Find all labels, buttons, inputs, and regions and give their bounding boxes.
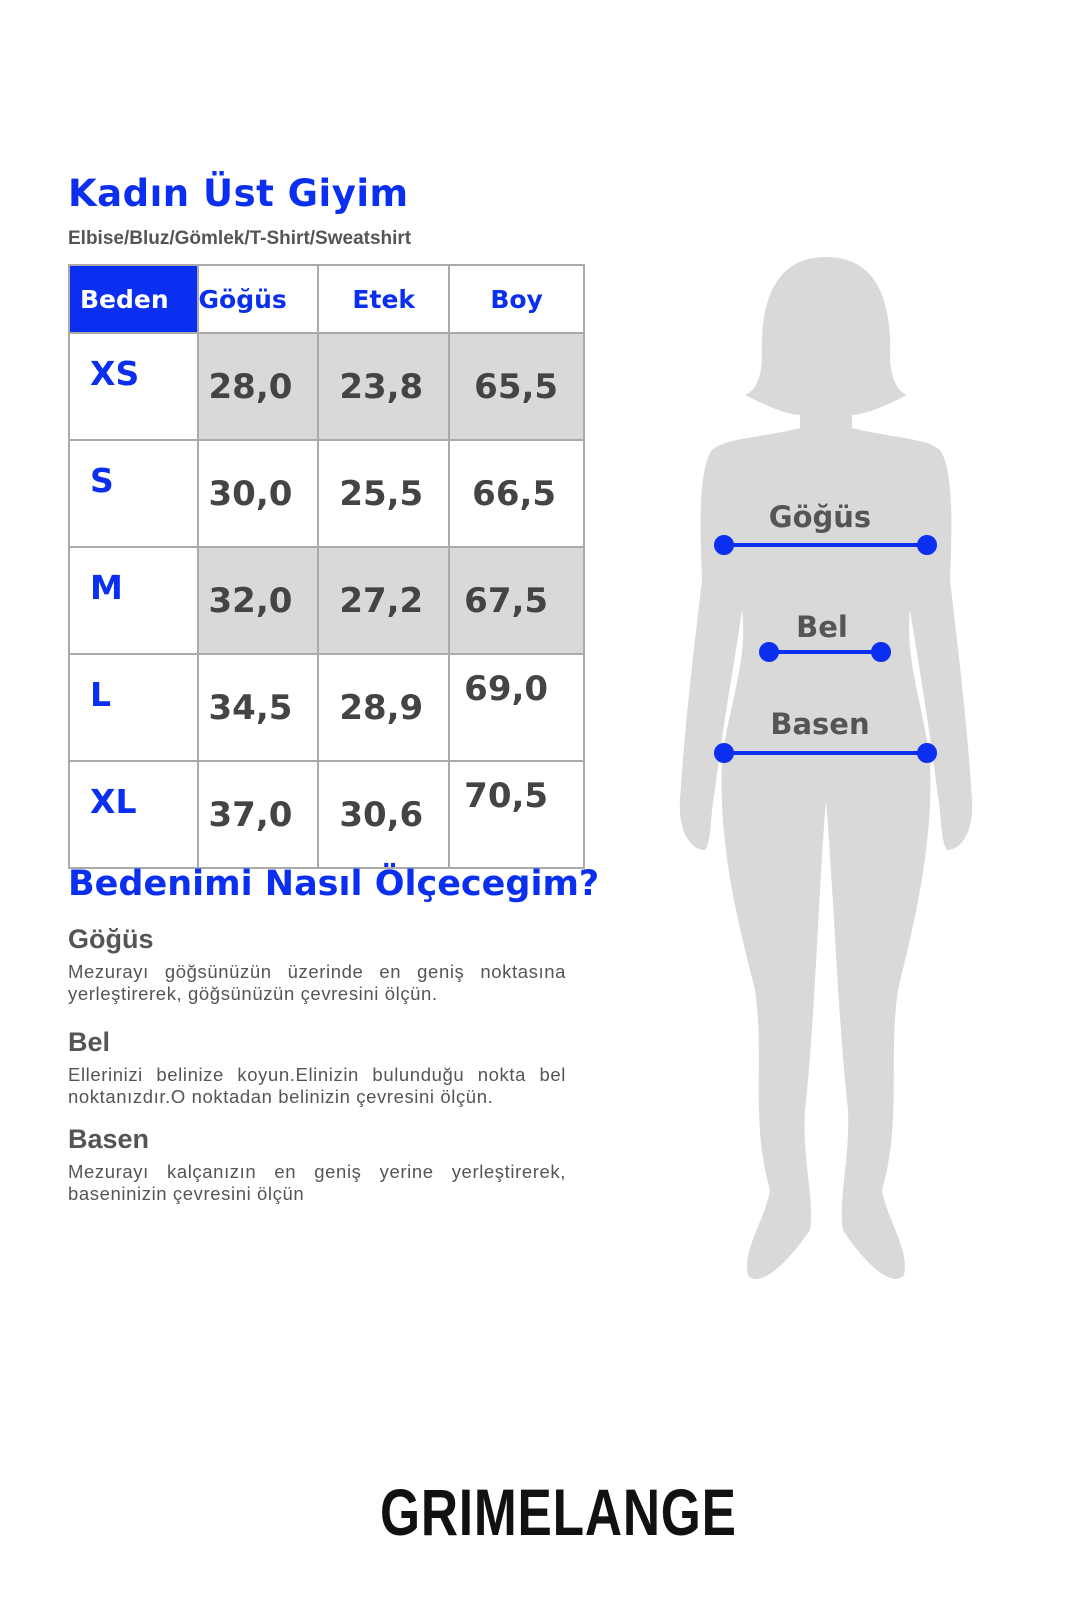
size-cell: XS — [68, 332, 199, 441]
figure-label-basen: Basen — [770, 707, 870, 741]
section-heading: Bel — [68, 1027, 111, 1057]
measure-dot — [759, 642, 779, 662]
boy-cell: 69,0 — [448, 653, 585, 762]
section-heading: Göğüs — [68, 924, 154, 954]
section-text: Ellerinizi belinize koyun.Elinizin bulun… — [68, 1064, 566, 1107]
silhouette-shape — [679, 257, 973, 1279]
guide-title: Bedenimi Nasıl Ölçecegim? — [68, 864, 600, 904]
size-cell: XL — [68, 760, 199, 869]
boy-cell: 65,5 — [448, 332, 585, 441]
table-row: XL 37,0 30,6 70,5 — [68, 760, 585, 869]
gogus-cell: 37,0 — [196, 760, 320, 869]
size-table: Beden Göğüs Etek Boy XS 28,0 23,8 65,5 S… — [68, 264, 585, 869]
section-heading: Basen — [68, 1124, 150, 1154]
etek-cell: 25,5 — [317, 439, 451, 548]
guide-section-gogus: Göğüs Mezurayı göğsünüzün üzerinde en ge… — [68, 924, 566, 1005]
boy-cell: 67,5 — [448, 546, 585, 655]
measure-dot — [917, 535, 937, 555]
size-cell: S — [68, 439, 199, 548]
table-header-row: Beden Göğüs Etek Boy — [68, 264, 585, 334]
gogus-cell: 28,0 — [196, 332, 320, 441]
figure-label-bel: Bel — [796, 610, 848, 644]
measure-dot — [917, 743, 937, 763]
etek-cell: 23,8 — [317, 332, 451, 441]
page-subtitle: Elbise/Bluz/Gömlek/T-Shirt/Sweatshirt — [68, 228, 412, 249]
gogus-cell: 30,0 — [196, 439, 320, 548]
gogus-cell: 34,5 — [196, 653, 320, 762]
column-header-beden: Beden — [68, 264, 199, 334]
measure-dot — [714, 743, 734, 763]
boy-cell: 66,5 — [448, 439, 585, 548]
guide-section-basen: Basen Mezurayı kalçanızın en geniş yerin… — [68, 1124, 566, 1205]
table-row: S 30,0 25,5 66,5 — [68, 439, 585, 548]
measure-dot — [714, 535, 734, 555]
section-text: Mezurayı kalçanızın en geniş yerine yerl… — [68, 1161, 566, 1204]
gogus-cell: 32,0 — [196, 546, 320, 655]
table-row: XS 28,0 23,8 65,5 — [68, 332, 585, 441]
guide-section-bel: Bel Ellerinizi belinize koyun.Elinizin b… — [68, 1027, 566, 1108]
brand-logo: GRIMELANGE — [380, 1475, 737, 1549]
column-header-gogus: Göğüs — [196, 264, 320, 334]
etek-cell: 30,6 — [317, 760, 451, 869]
column-header-etek: Etek — [317, 264, 451, 334]
etek-cell: 27,2 — [317, 546, 451, 655]
measure-dot — [871, 642, 891, 662]
table-row: M 32,0 27,2 67,5 — [68, 546, 585, 655]
size-cell: L — [68, 653, 199, 762]
page-title: Kadın Üst Giyim — [68, 172, 409, 215]
section-text: Mezurayı göğsünüzün üzerinde en geniş no… — [68, 961, 566, 1004]
boy-cell: 70,5 — [448, 760, 585, 869]
table-row: L 34,5 28,9 69,0 — [68, 653, 585, 762]
size-cell: M — [68, 546, 199, 655]
figure-label-gogus: Göğüs — [768, 500, 872, 534]
column-header-boy: Boy — [448, 264, 585, 334]
etek-cell: 28,9 — [317, 653, 451, 762]
